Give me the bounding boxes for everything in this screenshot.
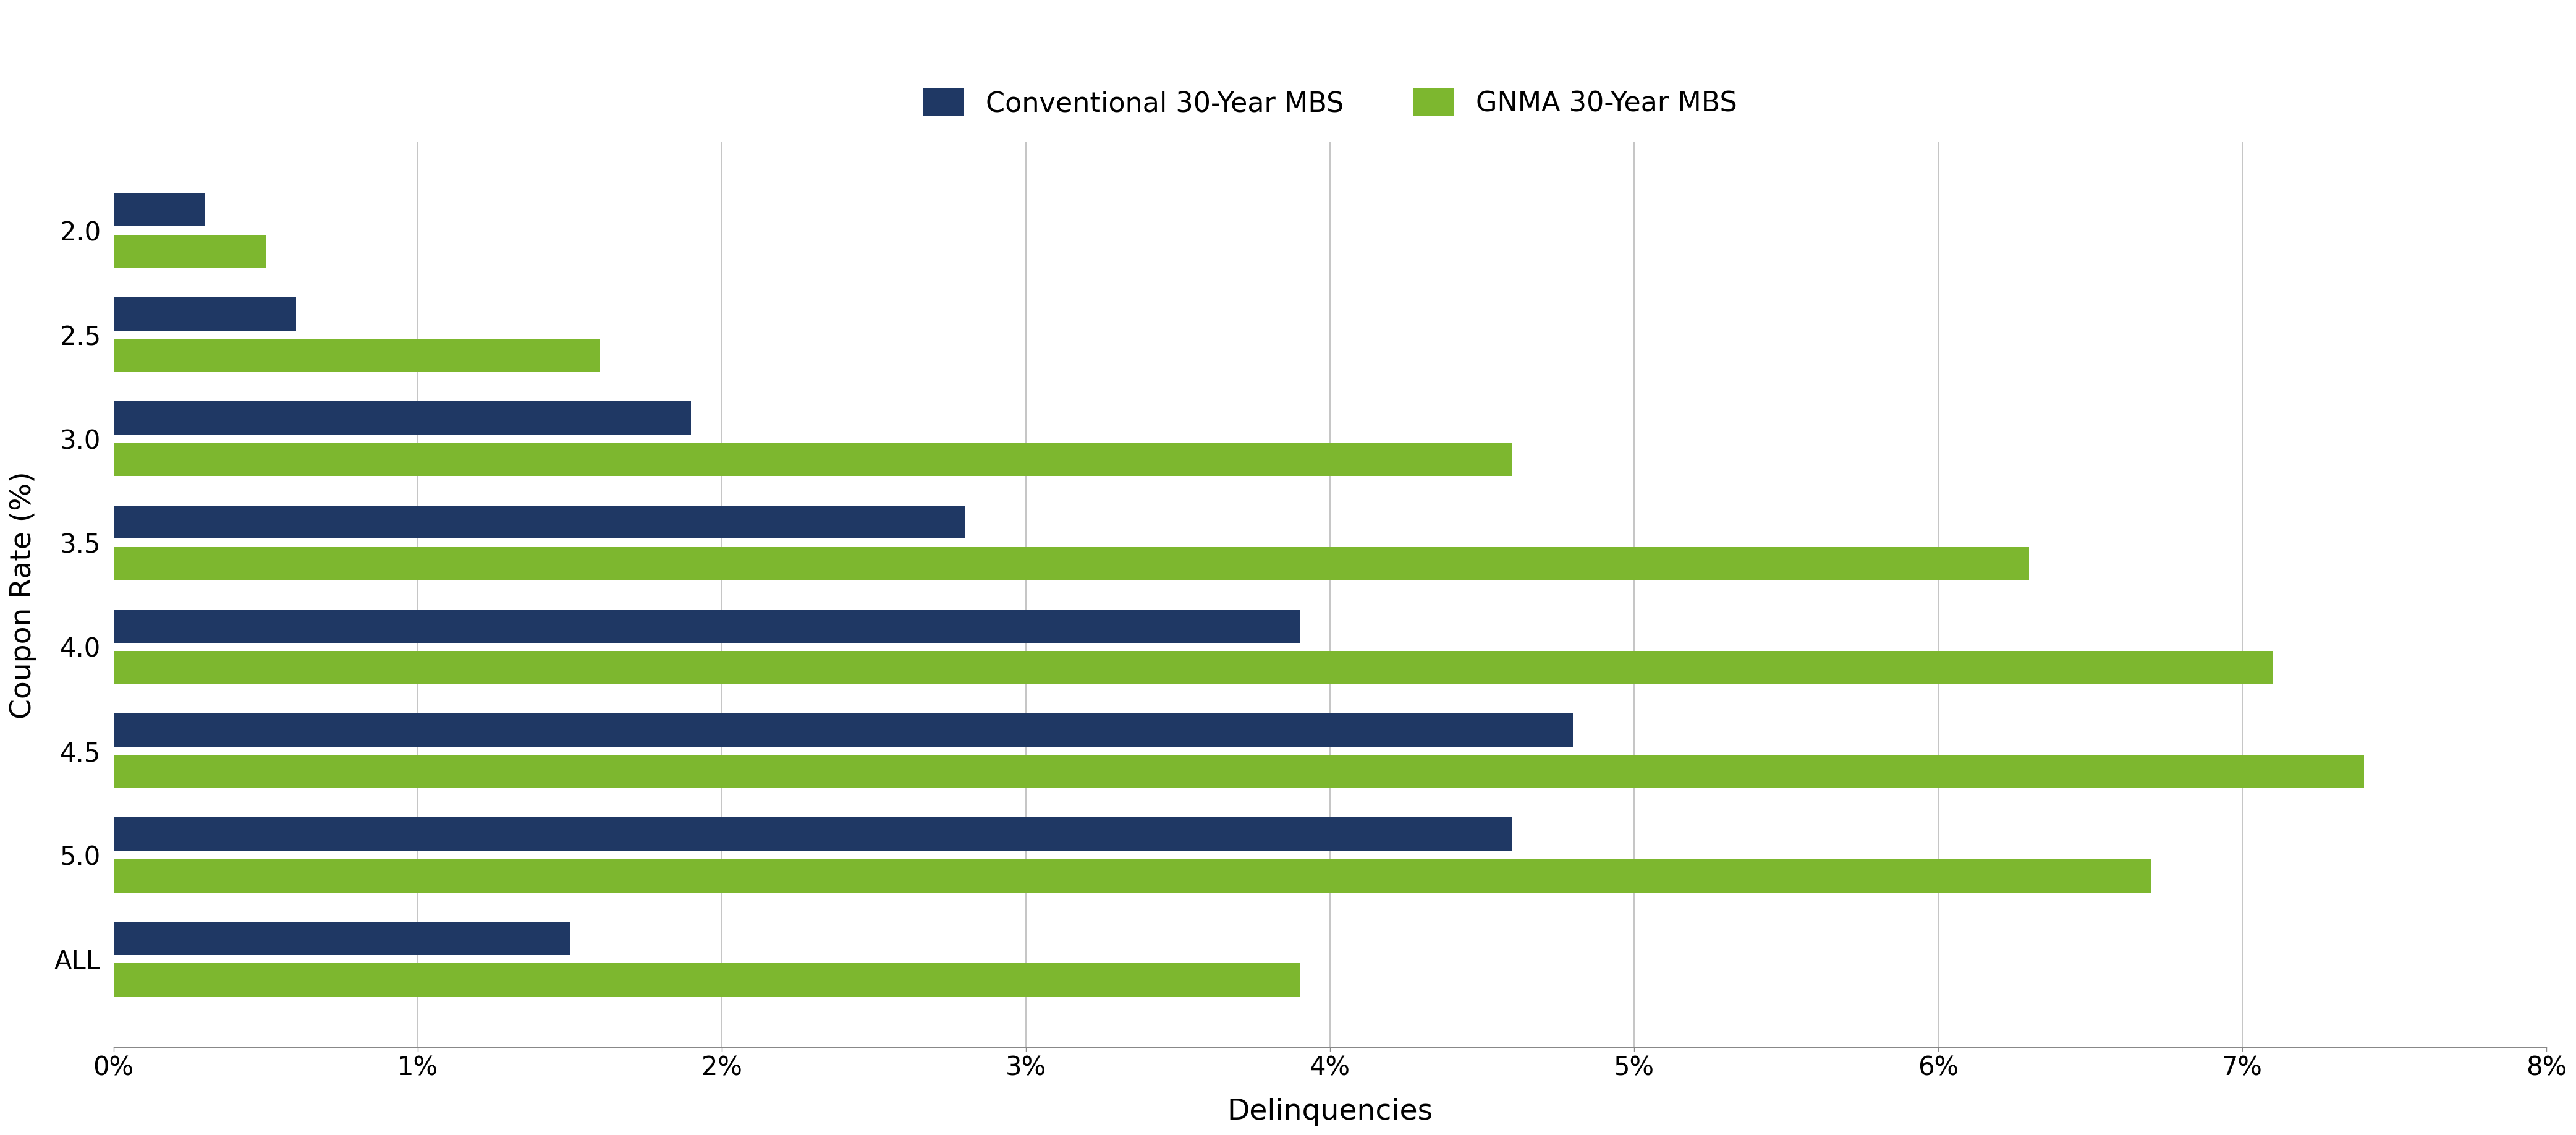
Y-axis label: Coupon Rate (%): Coupon Rate (%) [10, 471, 36, 718]
X-axis label: Delinquencies: Delinquencies [1226, 1098, 1432, 1126]
Bar [113, 922, 569, 955]
Bar [113, 505, 966, 539]
Bar [113, 443, 1512, 477]
Bar [113, 339, 600, 372]
Bar [113, 402, 690, 435]
Bar [113, 297, 296, 330]
Bar [113, 651, 2272, 684]
Bar [113, 235, 265, 268]
Bar [113, 817, 1512, 851]
Bar [113, 859, 2151, 892]
Bar [113, 755, 2365, 789]
Bar [113, 714, 1574, 747]
Bar [113, 547, 2030, 580]
Legend: Conventional 30-Year MBS, GNMA 30-Year MBS: Conventional 30-Year MBS, GNMA 30-Year M… [909, 75, 1752, 131]
Bar [113, 609, 1298, 642]
Bar [113, 964, 1298, 997]
Bar [113, 193, 204, 227]
